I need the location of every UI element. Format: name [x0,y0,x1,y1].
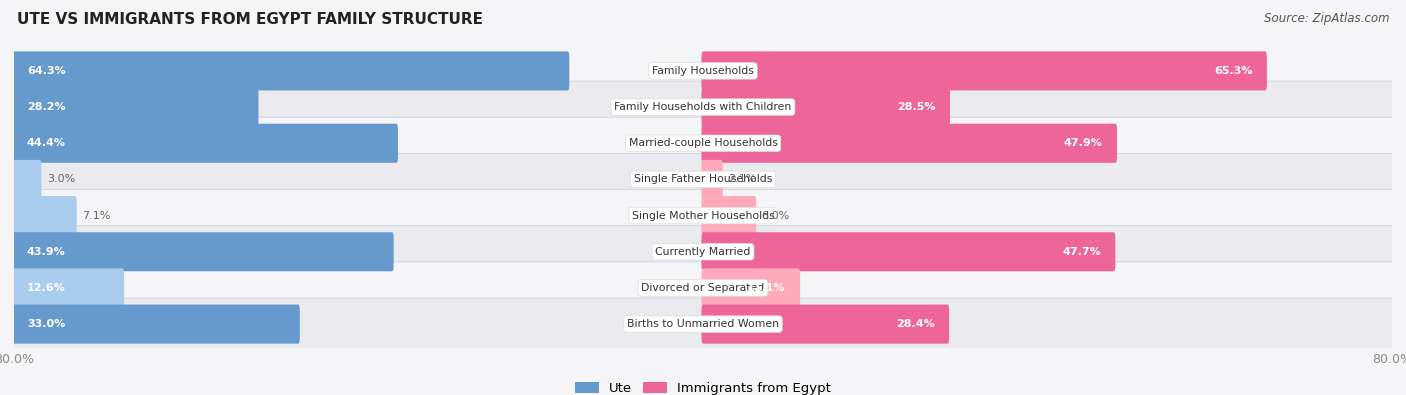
Text: 2.1%: 2.1% [728,175,756,184]
FancyBboxPatch shape [702,305,949,344]
Text: 7.1%: 7.1% [82,211,111,220]
FancyBboxPatch shape [13,88,259,127]
Text: 64.3%: 64.3% [27,66,66,76]
FancyBboxPatch shape [11,298,1395,350]
FancyBboxPatch shape [13,51,569,90]
FancyBboxPatch shape [11,262,1395,314]
Text: Source: ZipAtlas.com: Source: ZipAtlas.com [1264,12,1389,25]
Text: 33.0%: 33.0% [27,319,65,329]
Text: 6.0%: 6.0% [762,211,790,220]
Text: Single Mother Households: Single Mother Households [631,211,775,220]
FancyBboxPatch shape [702,51,1267,90]
Text: Currently Married: Currently Married [655,247,751,257]
FancyBboxPatch shape [702,124,1116,163]
FancyBboxPatch shape [702,88,950,127]
Text: 28.4%: 28.4% [896,319,935,329]
FancyBboxPatch shape [702,196,756,235]
Text: Single Father Households: Single Father Households [634,175,772,184]
Text: Married-couple Households: Married-couple Households [628,138,778,148]
Text: 43.9%: 43.9% [27,247,66,257]
Text: 12.6%: 12.6% [27,283,66,293]
Text: 11.1%: 11.1% [747,283,786,293]
FancyBboxPatch shape [702,160,723,199]
FancyBboxPatch shape [13,124,398,163]
Text: 44.4%: 44.4% [27,138,66,148]
FancyBboxPatch shape [11,45,1395,97]
FancyBboxPatch shape [702,268,800,307]
FancyBboxPatch shape [13,232,394,271]
FancyBboxPatch shape [13,160,41,199]
Text: 3.0%: 3.0% [46,175,75,184]
Text: 47.7%: 47.7% [1062,247,1101,257]
FancyBboxPatch shape [13,196,77,235]
FancyBboxPatch shape [11,226,1395,278]
FancyBboxPatch shape [11,153,1395,205]
Text: Divorced or Separated: Divorced or Separated [641,283,765,293]
FancyBboxPatch shape [13,268,124,307]
Text: Births to Unmarried Women: Births to Unmarried Women [627,319,779,329]
Text: 47.9%: 47.9% [1064,138,1102,148]
Legend: Ute, Immigrants from Egypt: Ute, Immigrants from Egypt [575,382,831,395]
FancyBboxPatch shape [11,190,1395,242]
Text: Family Households with Children: Family Households with Children [614,102,792,112]
Text: 65.3%: 65.3% [1213,66,1253,76]
Text: 28.2%: 28.2% [27,102,66,112]
FancyBboxPatch shape [11,117,1395,169]
FancyBboxPatch shape [702,232,1115,271]
Text: UTE VS IMMIGRANTS FROM EGYPT FAMILY STRUCTURE: UTE VS IMMIGRANTS FROM EGYPT FAMILY STRU… [17,12,482,27]
Text: Family Households: Family Households [652,66,754,76]
Text: 28.5%: 28.5% [897,102,935,112]
FancyBboxPatch shape [13,305,299,344]
FancyBboxPatch shape [11,81,1395,133]
